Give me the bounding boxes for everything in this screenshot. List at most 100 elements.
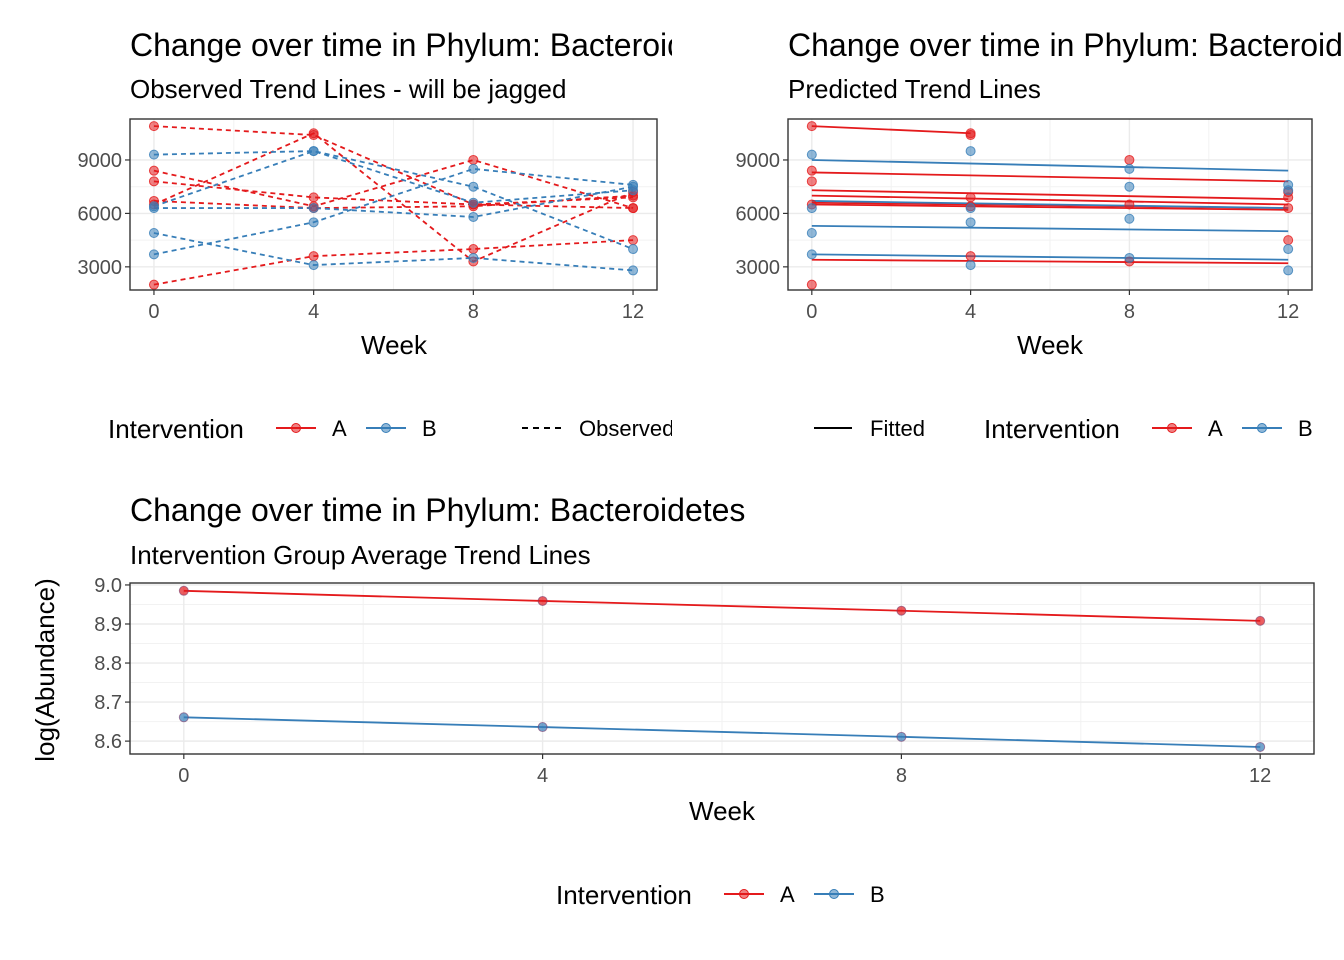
data-point-b — [1255, 741, 1266, 752]
series-line-a — [153, 125, 634, 209]
data-point-b — [308, 217, 319, 228]
data-point-b — [1283, 244, 1294, 255]
data-point-a — [628, 203, 639, 214]
data-point-a — [148, 176, 159, 187]
fitted-line-b — [811, 159, 1289, 172]
series-line-a — [153, 159, 634, 209]
legend-label-a: A — [780, 882, 795, 907]
legend-title: Intervention — [556, 880, 692, 910]
y-tick-label: 9000 — [78, 150, 123, 172]
series-line-a — [183, 589, 1261, 622]
data-point-b — [1124, 163, 1135, 174]
legend-key-a-point — [1167, 423, 1177, 433]
data-point-a — [1124, 154, 1135, 165]
panel-average-y-axis-label: log(Abundance) — [30, 578, 60, 762]
legend-title: Intervention — [108, 414, 244, 444]
data-point-b — [148, 149, 159, 160]
panel-predicted-x-axis-label: Week — [1017, 330, 1084, 360]
x-tick-label: 12 — [1249, 765, 1271, 787]
fitted-line-a — [811, 203, 1289, 211]
panel-average: Change over time in Phylum: Bacteroidete… — [30, 492, 1315, 910]
panel-average-subtitle: Intervention Group Average Trend Lines — [130, 540, 591, 570]
data-point-a — [1283, 235, 1294, 246]
fitted-line-b — [811, 200, 1289, 209]
y-tick-label: 3000 — [736, 257, 781, 279]
panel-observed-subtitle: Observed Trend Lines - will be jagged — [130, 74, 566, 104]
data-point-a — [806, 176, 817, 187]
data-point-b — [628, 265, 639, 276]
data-point-a — [965, 130, 976, 141]
x-tick-label: 8 — [896, 765, 907, 787]
y-tick-label: 3000 — [78, 257, 123, 279]
legend-key-b-point — [1257, 423, 1267, 433]
panel-observed-title: Change over time in Phylum: Bacteroidete… — [130, 27, 745, 63]
x-tick-label: 4 — [965, 301, 976, 323]
data-point-b — [468, 211, 479, 222]
data-point-a — [148, 165, 159, 176]
panel-average-legend: Intervention A B — [556, 880, 885, 910]
data-point-a — [308, 251, 319, 262]
legend-title: Intervention — [984, 414, 1120, 444]
data-point-a — [537, 595, 548, 606]
x-tick-label: 4 — [308, 301, 319, 323]
series-line-b — [153, 150, 634, 208]
data-point-b — [178, 712, 189, 723]
panel-average-x-axis-label: Week — [689, 796, 756, 826]
y-tick-label: 9.0 — [94, 575, 122, 597]
data-point-b — [468, 252, 479, 263]
y-tick-label: 8.9 — [94, 614, 122, 636]
data-point-b — [896, 731, 907, 742]
fitted-line-a — [811, 125, 971, 135]
x-tick-label: 8 — [468, 301, 479, 323]
data-point-a — [806, 165, 817, 176]
panel-average-title: Change over time in Phylum: Bacteroidete… — [130, 492, 745, 528]
fitted-line-a — [811, 171, 1289, 183]
data-point-b — [1283, 185, 1294, 196]
y-tick-label: 6000 — [736, 203, 781, 225]
x-tick-label: 8 — [1124, 301, 1135, 323]
legend-label-b: B — [422, 416, 437, 441]
data-point-a — [806, 121, 817, 132]
fitted-line-a — [811, 194, 1289, 206]
panel-predicted-title: Change over time in Phylum: Bacteroidete… — [788, 27, 1344, 63]
data-point-a — [1283, 203, 1294, 214]
y-tick-label: 6000 — [78, 203, 123, 225]
data-point-a — [965, 251, 976, 262]
x-tick-label: 0 — [178, 765, 189, 787]
plot-border — [129, 582, 1315, 755]
series-line-a — [153, 194, 634, 209]
data-point-a — [178, 585, 189, 596]
data-point-b — [537, 722, 548, 733]
series-line-b — [183, 716, 1261, 748]
data-point-a — [308, 192, 319, 203]
data-point-a — [468, 154, 479, 165]
fitted-line-a — [811, 189, 1289, 201]
series-line-b — [153, 167, 634, 256]
data-point-b — [468, 163, 479, 174]
data-point-b — [965, 203, 976, 214]
legend-key-b-point — [829, 889, 839, 899]
data-point-b — [965, 217, 976, 228]
legend-key-a-point — [291, 423, 301, 433]
data-point-b — [1124, 252, 1135, 263]
y-tick-label: 8.7 — [94, 692, 122, 714]
data-point-b — [965, 260, 976, 271]
data-point-a — [1255, 615, 1266, 626]
legend-label-a: A — [1208, 416, 1223, 441]
data-point-b — [1124, 213, 1135, 224]
series-line-b — [153, 185, 634, 218]
panel-observed: Change over time in Phylum: Bacteroidete… — [78, 27, 745, 444]
panel-predicted-legend: Fitted Intervention A B — [814, 414, 1313, 444]
data-point-b — [965, 146, 976, 157]
panel-predicted-subtitle: Predicted Trend Lines — [788, 74, 1041, 104]
data-point-a — [896, 605, 907, 616]
data-point-a — [148, 279, 159, 290]
fitted-line-a — [811, 258, 1289, 265]
data-point-b — [148, 228, 159, 238]
data-point-a — [1124, 199, 1135, 210]
x-tick-label: 4 — [537, 765, 548, 787]
data-point-a — [628, 235, 639, 246]
plot-border — [787, 118, 1313, 291]
legend-label-b: B — [1298, 416, 1313, 441]
